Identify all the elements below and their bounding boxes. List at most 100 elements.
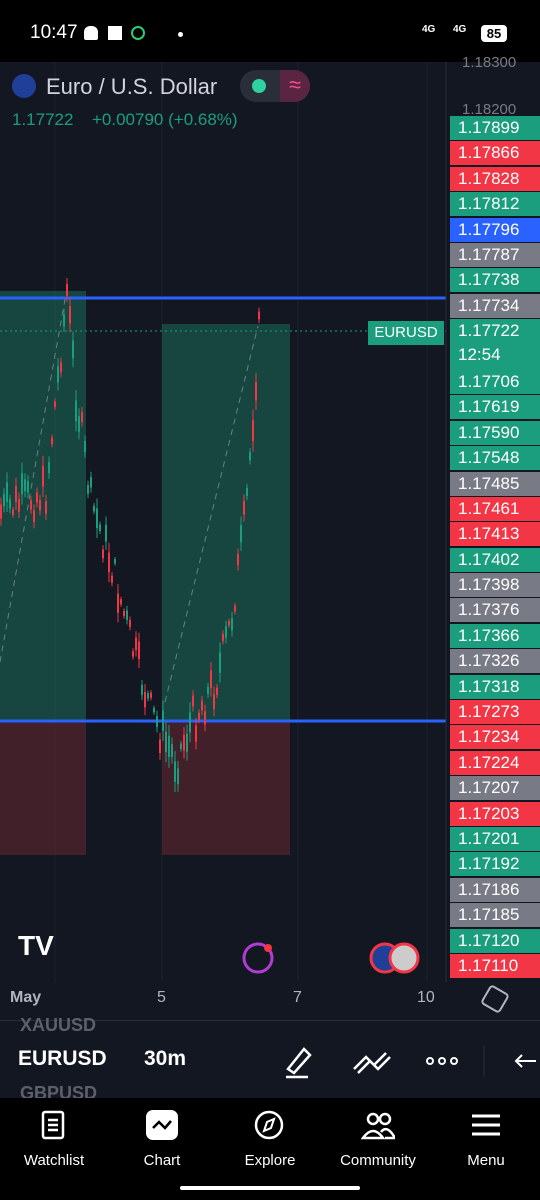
candle-body	[12, 509, 14, 515]
price-label: 1.17110	[450, 954, 540, 978]
candle-body	[60, 362, 62, 373]
candle-body	[234, 605, 236, 612]
axis-label: 1.18200	[462, 101, 517, 118]
price-label: 1.17899	[450, 116, 540, 140]
price-label: 1.17120	[450, 928, 540, 953]
price-label: 1.17812	[450, 192, 540, 217]
candle-body	[165, 731, 167, 753]
candle-body	[30, 500, 32, 510]
nav-label: Chart	[143, 1152, 181, 1169]
candle-body	[159, 739, 161, 753]
candle-body	[192, 695, 194, 707]
price-label: 1.17192	[450, 852, 540, 877]
price-label: 1.17590	[450, 420, 540, 445]
candle-body	[210, 670, 212, 688]
nav-label: Menu	[467, 1152, 505, 1169]
icon	[84, 26, 98, 40]
x-label: May	[10, 989, 42, 1006]
candle-body	[0, 504, 2, 519]
candle-body	[81, 412, 83, 422]
price-label: 1.17548	[450, 446, 540, 471]
candle-body	[219, 652, 221, 673]
candle-body	[93, 505, 95, 512]
price-label: 1.17186	[450, 877, 540, 902]
nav-item[interactable]: Menu	[432, 1100, 540, 1180]
price-label: 1.17796	[450, 217, 540, 242]
candle-body	[120, 599, 122, 605]
candle-body	[51, 437, 53, 445]
signal: 4G	[453, 24, 467, 35]
candle-body	[153, 707, 155, 713]
symbol[interactable]: EURUSD	[18, 1047, 107, 1070]
change: +0.00790 (+0.68%)	[92, 110, 238, 129]
price-label: 1.17619	[450, 395, 540, 420]
candle-body	[105, 524, 107, 542]
candle-body	[72, 340, 74, 359]
candle-body	[96, 508, 98, 529]
candle-body	[57, 366, 59, 383]
candle-body	[48, 461, 50, 474]
price-label: 1.17828	[450, 166, 540, 191]
price-label: 1.17201	[450, 827, 540, 852]
candle-body	[39, 500, 41, 511]
nav-item[interactable]: Explore	[216, 1100, 324, 1180]
nav-item[interactable]: Watchlist	[0, 1100, 108, 1180]
toolbar-icons[interactable]	[280, 1041, 540, 1081]
price-label: 1.17203	[450, 801, 540, 826]
candle-body	[87, 485, 89, 494]
candle-body	[99, 524, 101, 531]
candle-body	[141, 685, 143, 696]
candle-body	[102, 549, 104, 559]
candle-body	[75, 400, 77, 422]
price-label: 1.17207	[450, 776, 540, 801]
candle-body	[24, 479, 26, 492]
logo: TV	[18, 930, 54, 961]
x-label: 10	[417, 989, 435, 1006]
price-label: 1.17413	[450, 522, 540, 547]
candle-body	[168, 735, 170, 758]
candle-body	[255, 382, 257, 401]
candle-body	[162, 710, 164, 731]
price-label: 1.17402	[450, 547, 540, 572]
candle-body	[216, 687, 218, 695]
candle-body	[174, 761, 176, 782]
symbol-tag: EURUSD	[368, 321, 444, 345]
candle-body	[231, 618, 233, 631]
candle-body	[45, 501, 47, 514]
interval[interactable]: 30m	[144, 1047, 187, 1070]
candle-body	[42, 466, 44, 487]
candle-body	[33, 510, 35, 523]
candle-body	[69, 306, 71, 324]
candle-body	[198, 712, 200, 720]
nav-item[interactable]: Chart	[108, 1100, 216, 1180]
candle-body	[138, 641, 140, 660]
candle-body	[180, 743, 182, 749]
candle-body	[135, 637, 137, 651]
price-label: 1.17734	[450, 293, 540, 318]
status-pill[interactable]: ≈	[240, 70, 310, 102]
candle-body	[129, 619, 131, 627]
candle-body	[201, 700, 203, 711]
candle-body	[213, 694, 215, 709]
candle-body	[108, 552, 110, 573]
candle-body	[204, 711, 206, 725]
candle-body	[6, 482, 8, 503]
icon	[131, 26, 145, 40]
flag	[12, 74, 36, 98]
candle-body	[249, 452, 251, 461]
candle-body	[78, 416, 80, 432]
candle-body	[63, 314, 65, 327]
candle-body	[117, 593, 119, 613]
price-label: 1.17706	[450, 369, 540, 394]
candle-body	[54, 401, 56, 408]
status-bar: 10:47 4G 4G 85	[0, 0, 540, 62]
prev-symbol: XAUUSD	[20, 1015, 97, 1035]
price-label: 1.17787	[450, 242, 540, 267]
nav-item[interactable]: Community	[324, 1100, 432, 1180]
candle-body	[147, 693, 149, 699]
price-label: 1.17485	[450, 471, 540, 496]
price-label: 1.17326	[450, 649, 540, 674]
candle-body	[27, 480, 29, 493]
candle-body	[84, 441, 86, 453]
candle-body	[228, 620, 230, 626]
